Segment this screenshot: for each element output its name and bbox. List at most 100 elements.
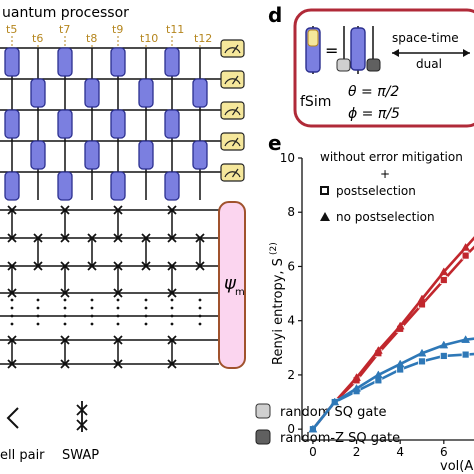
time-label: t5 [6,23,17,36]
dot [198,306,202,310]
point-red-triangle [395,321,405,330]
time-label: t12 [194,32,212,45]
panel-e: e 024680246810vol(A)Renyi entropy, S(2) … [268,131,474,474]
swap-cross [167,261,177,271]
dot [144,306,148,310]
y-tick-label: 6 [287,259,295,273]
dot [170,306,174,310]
swap-cross [7,359,17,369]
point-blue-triangle [373,370,383,379]
swap-label: SWAP [62,448,99,463]
dot [63,322,67,326]
swap-cross [195,261,205,271]
point-blue-square [461,350,470,359]
dot [90,322,94,326]
meter-icon [220,163,245,182]
random-sq-gate-icon [255,403,271,419]
decomp-sq-gate-left [336,58,351,72]
x-axis-label: vol(A) [440,459,474,474]
fsim-name: fSim [300,94,331,110]
legend-no-postselection: no postselection [336,210,435,224]
chart-series [308,236,474,434]
swap-cross [113,205,123,215]
dot [116,322,120,326]
chart-axes: 024680246810vol(A)Renyi entropy, S(2) [269,151,474,474]
dot [170,298,174,302]
equals-sign: = [325,41,338,60]
fsim-overlay [307,29,319,47]
bell-pair-icon [6,407,19,429]
swap-cross [113,359,123,369]
swap-cross [141,233,151,243]
y-tick-label: 8 [287,205,295,219]
fsim-gate [192,140,208,170]
swap-cross [60,233,70,243]
fsim-gate [84,140,100,170]
point-blue-triangle [330,397,340,406]
dot [63,298,67,302]
psi-subscript: m [235,287,245,298]
swap-cross [167,205,177,215]
circuit-panel: uantum processor t5 t6 t7 t8 t9 t10 t11 t12 ψ m… [0,5,400,463]
legend-postselection: postselection [336,184,416,198]
swap-cross [141,261,151,271]
swap-cross [33,261,43,271]
fsim-gate [164,109,180,139]
dot [170,314,174,318]
meter-needle [232,106,239,116]
swap-cross [87,233,97,243]
swap-cross [7,288,17,298]
fsim-gate [192,78,208,108]
meter-arc [224,47,241,54]
fsim-gate [164,47,180,77]
theta-equation: θ = π/2 [348,84,399,100]
time-label: t9 [112,23,123,36]
fsim-gate [138,140,154,170]
dot [90,314,94,318]
panel-d-letter: d [268,3,282,27]
fsim-gate [138,78,154,108]
point-red-triangle [417,294,427,303]
dot [90,306,94,310]
space-time-label: space-time [392,31,459,45]
swap-cross [113,233,123,243]
point-blue-triangle [395,359,405,368]
fsim-gate [57,109,73,139]
meter-needle [232,44,239,54]
swap-cross [60,288,70,298]
random-z-sq-gate-icon [255,429,271,445]
swap-cross [60,335,70,345]
meter-icon [220,101,245,120]
meter-needle [232,168,239,178]
meter-arc [224,109,241,116]
point-blue-triangle [352,383,361,392]
bell-pair-label: ell pair [0,448,45,463]
swap-cross [167,233,177,243]
fsim-gate [110,171,126,201]
point-blue-triangle [417,348,427,357]
point-blue-square [439,352,448,360]
swap-cross [60,205,70,215]
dot [36,314,40,318]
dot [10,298,14,302]
time-label: t7 [59,23,70,36]
fsim-gate [84,78,100,108]
legend-square-marker-inner [322,188,327,193]
point-red-triangle [461,242,471,251]
x-tick-label: 4 [396,445,404,459]
time-label: t11 [166,23,184,36]
swap-cross [7,261,17,271]
swap-cross [7,233,17,243]
y-tick-label: 0 [287,422,295,436]
decomp-zsq-gate-right [366,58,381,72]
swap-cross [167,335,177,345]
y-axis-label-sup: (2) [269,242,279,255]
random-sq-label: random SQ gate [280,405,386,420]
point-blue-triangle [308,424,318,433]
fsim-gate [30,140,46,170]
fsim-gate [164,171,180,201]
dot [63,314,67,318]
time-labels: t5 t6 t7 t8 t9 t10 t11 t12 [6,23,212,45]
